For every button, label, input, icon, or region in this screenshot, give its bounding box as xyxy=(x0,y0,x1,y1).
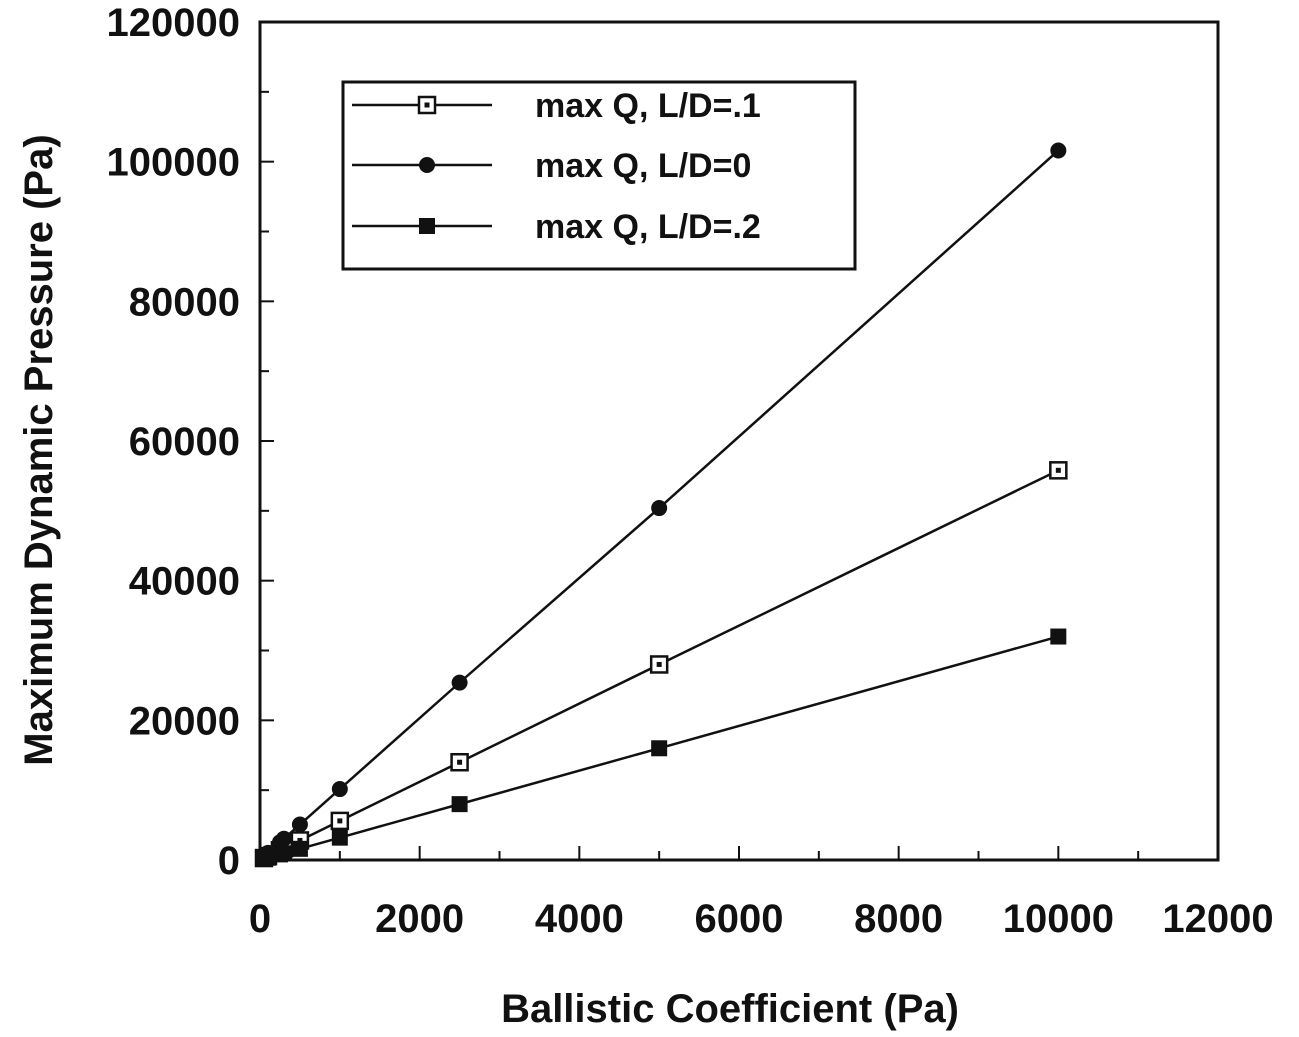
y-tick-label: 0 xyxy=(218,839,240,883)
legend-item: max Q, L/D=0 xyxy=(352,147,751,185)
x-tick-label: 0 xyxy=(249,897,271,941)
y-tick-label: 40000 xyxy=(129,560,240,604)
legend-label: max Q, L/D=.1 xyxy=(535,87,761,125)
data-point xyxy=(291,816,308,833)
data-point xyxy=(649,655,669,674)
legend-item: max Q, L/D=.1 xyxy=(352,87,761,125)
legend-marker xyxy=(419,218,435,234)
data-point xyxy=(275,845,292,862)
data-point xyxy=(450,752,469,772)
y-tick-label: 100000 xyxy=(107,141,240,185)
y-axis-tick-labels: 0 20000 40000 60000 80000 100000 120000 xyxy=(107,1,240,883)
legend-label: max Q, L/D=0 xyxy=(535,147,751,185)
x-tick-label: 4000 xyxy=(535,897,624,941)
data-point xyxy=(1049,461,1068,480)
data-point xyxy=(330,811,350,831)
y-tick-label: 80000 xyxy=(129,280,240,324)
series-markers xyxy=(254,142,1068,868)
legend-item: max Q, L/D=.2 xyxy=(352,208,761,246)
data-point xyxy=(1050,142,1067,159)
legend-marker xyxy=(419,157,435,173)
x-tick-label: 2000 xyxy=(375,897,464,941)
legend-marker xyxy=(417,95,437,115)
y-axis-ticks xyxy=(260,21,274,861)
y-tick-label: 20000 xyxy=(129,699,240,743)
data-point xyxy=(651,500,668,517)
data-point xyxy=(331,829,348,846)
x-tick-label: 8000 xyxy=(854,897,943,941)
x-tick-label: 6000 xyxy=(695,897,784,941)
data-point xyxy=(1050,628,1067,645)
x-tick-label: 10000 xyxy=(1003,897,1114,941)
legend: max Q, L/D=.1 max Q, L/D=0 max Q, L/D=.2 xyxy=(341,80,857,271)
data-point xyxy=(291,840,308,857)
y-tick-label: 60000 xyxy=(129,420,240,464)
data-point xyxy=(275,830,292,847)
x-axis-label: Ballistic Coefficient (Pa) xyxy=(501,987,959,1031)
data-point xyxy=(451,796,468,813)
x-axis-tick-labels: 0 2000 4000 6000 8000 10000 12000 xyxy=(249,897,1274,941)
x-tick-label: 12000 xyxy=(1162,897,1273,941)
y-axis-label: Maximum Dynamic Pressure (Pa) xyxy=(17,134,61,765)
x-axis-ticks xyxy=(259,846,1219,860)
data-point xyxy=(651,740,668,757)
data-point xyxy=(331,781,348,798)
y-tick-label: 120000 xyxy=(107,1,240,45)
legend-label: max Q, L/D=.2 xyxy=(535,208,761,246)
data-point xyxy=(451,674,468,691)
